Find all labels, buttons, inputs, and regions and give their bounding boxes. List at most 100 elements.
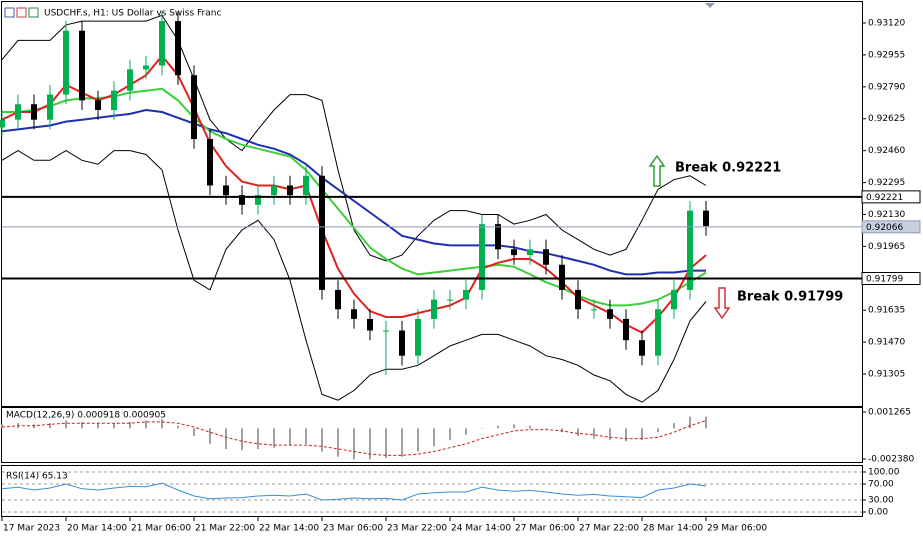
toolbar-icons [4,7,39,18]
candle-body [703,210,709,227]
arrow [713,287,731,320]
y-tick-label: 30.00 [868,496,894,506]
macd-bar [353,428,355,460]
candle-body [15,104,21,120]
candle-body [479,224,485,290]
candle-body [575,289,581,310]
candle-body [415,318,421,356]
macd-bar [449,428,451,440]
candle-body [447,299,453,301]
annotation: Break 0.91799 [737,290,843,305]
candle-body [655,309,661,356]
macd-bar [513,424,515,429]
candle-body [47,94,53,120]
x-tick-label: 21 Mar 06:00 [131,524,191,534]
candle-body [127,69,133,91]
level-label: 0.92066 [866,223,903,233]
candle-body [495,224,501,250]
icon [16,7,27,18]
macd-bar [177,425,179,429]
y-tick-label: 0.92130 [868,210,905,220]
macd-bar [641,428,643,440]
macd-bar [561,428,563,433]
indicator-line [1,54,707,334]
x-tick-label: 28 Mar 14:00 [643,524,703,534]
candle-body [367,318,373,331]
macd-bar [241,428,243,451]
y-tick-label: 100.00 [868,468,900,478]
icon [28,7,39,18]
candle-body [175,21,181,76]
candle-body [383,330,389,332]
macd-bar [401,428,403,457]
macd-bar [257,428,259,449]
x-tick-label: 24 Mar 14:00 [451,524,511,534]
annotation: Break 0.92221 [675,161,781,176]
x-tick-label: 27 Mar 06:00 [515,524,575,534]
level-label-box [861,190,921,204]
macd-bar [593,428,595,439]
shift-marker [705,3,715,8]
candle-body [639,340,645,356]
x-tick-label: 17 Mar 2023 [3,524,60,534]
macd-bar [545,428,547,429]
macd-bar [417,428,419,452]
macd-panel [1,407,863,463]
macd-bar [209,428,211,444]
macd-signal [1,420,707,456]
candle-body [255,195,261,205]
candle-body [0,119,5,128]
y-tick-label: 0.001265 [868,408,911,418]
candle-body [591,309,597,311]
y-tick-label: 0.93120 [868,18,905,28]
macd-bar [145,420,147,429]
indicator-line [2,87,707,307]
x-tick-label: 21 Mar 22:00 [195,524,255,534]
macd-bar [161,419,163,429]
icon [4,7,15,18]
candle-body [31,104,37,120]
x-tick-label: 22 Mar 14:00 [259,524,319,534]
indicator-line [1,14,707,262]
y-tick-label: 0.92460 [868,146,905,156]
macd-bar [65,420,67,429]
macd-bar [433,428,435,447]
level-label: 0.92221 [866,193,903,203]
candle-body [559,264,565,290]
macd-bar [385,428,387,458]
level-label: 0.91799 [866,275,903,285]
candle-body [287,185,293,196]
rsi-panel [1,465,863,517]
candle-body [399,330,405,356]
macd-bar [657,428,659,433]
candle-body [319,175,325,290]
level-label-box [861,272,921,286]
candle-body [431,299,437,319]
x-tick-label: 27 Mar 22:00 [579,524,639,534]
y-tick-label: 0.91470 [868,338,905,348]
macd-bar [225,428,227,449]
level-label-box [861,220,921,234]
y-tick-label: 0.91965 [868,242,905,252]
macd-bar [49,423,51,429]
macd-bar [193,428,195,437]
x-tick-label: 20 Mar 14:00 [67,524,127,534]
indicator-line [1,150,707,403]
y-tick-label: 0.92790 [868,82,905,92]
candle-body [671,289,677,310]
y-tick-label: 70.00 [868,480,894,490]
chart-title: USDCHF.s, H1: US Dollar vs Swiss Franc [44,9,221,19]
y-tick-label: 0.92955 [868,50,905,60]
y-tick-label: 0.91305 [868,370,905,380]
y-tick-label: 0.91635 [868,306,905,316]
candle-body [159,21,165,66]
macd-bar [97,423,99,429]
candle-body [191,75,197,140]
candle-body [239,195,245,205]
macd-bar [625,428,627,442]
candle-body [335,289,341,310]
candle-body [687,210,693,290]
candle-body [143,65,149,70]
macd-bar [305,428,307,444]
